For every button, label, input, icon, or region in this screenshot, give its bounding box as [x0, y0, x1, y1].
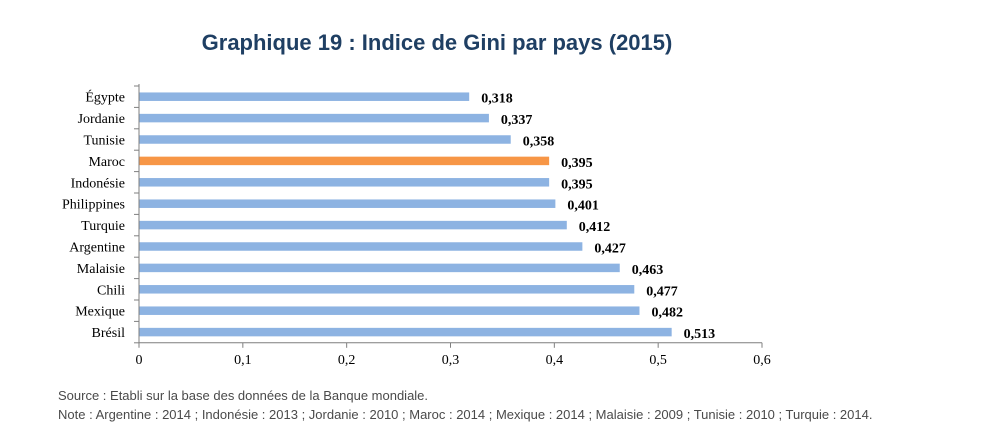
chart-notes: Source : Etabli sur la base des données …: [58, 386, 978, 424]
value-label: 0,395: [561, 156, 593, 171]
value-label: 0,412: [579, 220, 611, 235]
source-note: Source : Etabli sur la base des données …: [58, 388, 429, 403]
value-label: 0,337: [501, 113, 533, 128]
category-label: Mexique: [75, 305, 125, 320]
category-label: Malaisie: [77, 262, 125, 277]
category-label: Indonésie: [71, 176, 125, 191]
bar-4: [139, 178, 550, 187]
bar-5: [139, 199, 556, 208]
bar-0: [139, 92, 470, 101]
x-tick-label: 0: [136, 353, 143, 368]
bar-6: [139, 220, 567, 230]
category-label: Brésil: [92, 326, 126, 341]
years-note: Note : Argentine : 2014 ; Indonésie : 20…: [58, 407, 873, 422]
x-tick-label: 0,6: [753, 353, 771, 368]
chart-title: Graphique 19 : Indice de Gini par pays (…: [201, 30, 673, 55]
value-label: 0,395: [561, 177, 593, 192]
category-label: Turquie: [81, 219, 125, 234]
value-label: 0,477: [646, 284, 678, 299]
x-tick-label: 0,1: [234, 353, 252, 368]
bar-chart: Égypte 0,318 Jordanie 0,337 Tunisie 0,358 Maro…: [62, 84, 771, 368]
value-label: 0,513: [684, 327, 716, 342]
bar-11: [139, 327, 672, 337]
axis-layer: 0 0,1 0,2 0,3 0,4 0,5 0,6: [134, 84, 771, 368]
bar-1: [139, 113, 489, 123]
value-label: 0,358: [523, 135, 555, 150]
x-tick-label: 0,2: [338, 353, 356, 368]
category-label: Chili: [97, 283, 125, 298]
value-label: 0,427: [594, 242, 626, 257]
value-label: 0,318: [481, 92, 513, 107]
category-label: Maroc: [88, 155, 125, 170]
bar-10: [139, 306, 640, 315]
category-label: Philippines: [62, 198, 125, 213]
category-label: Tunisie: [83, 134, 125, 149]
bar-7: [139, 242, 583, 251]
bar-9: [139, 285, 635, 294]
x-tick-label: 0,5: [649, 353, 667, 368]
x-tick-label: 0,3: [442, 353, 460, 368]
bar-3: [139, 156, 550, 166]
bars-layer: Égypte 0,318 Jordanie 0,337 Tunisie 0,358 Maro…: [62, 89, 715, 342]
bar-8: [139, 263, 620, 273]
value-label: 0,401: [567, 199, 599, 214]
category-label: Égypte: [85, 89, 125, 106]
value-label: 0,463: [632, 263, 664, 278]
value-label: 0,482: [651, 306, 683, 321]
category-label: Jordanie: [78, 112, 125, 127]
x-tick-label: 0,4: [546, 353, 564, 368]
category-label: Argentine: [69, 241, 125, 256]
bar-2: [139, 135, 511, 144]
